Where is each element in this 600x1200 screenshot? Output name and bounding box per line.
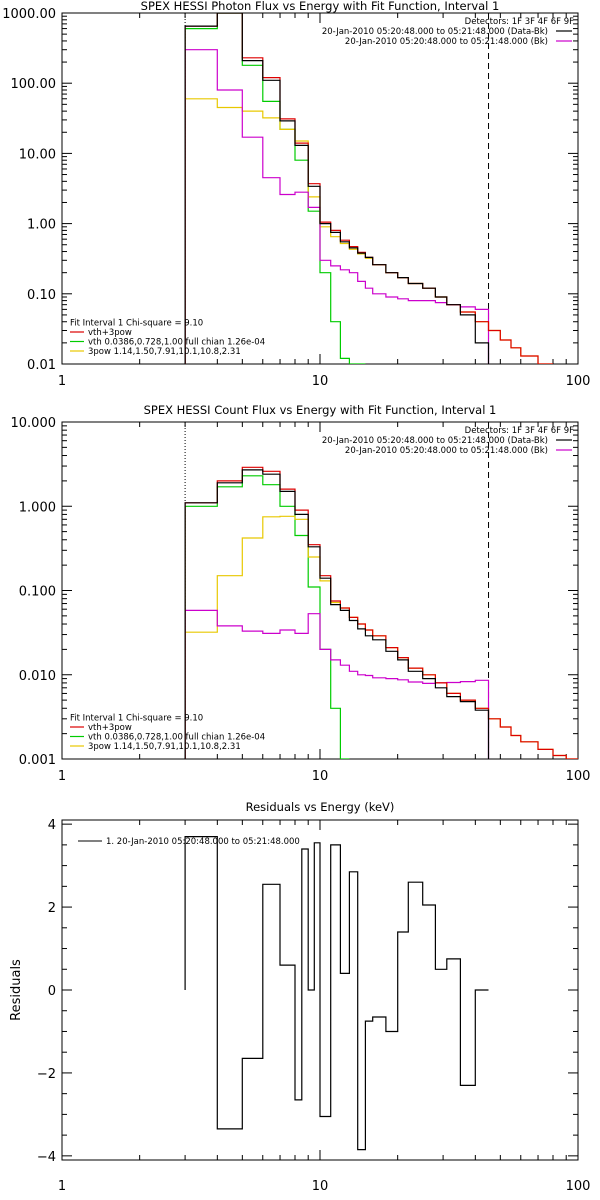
series-data-bk [184,13,490,364]
y-tick-label: 1000.00 [2,7,56,22]
residuals-chart: Residuals vs Energy (keV) 1 10 100 −4 −2 0 2 4 Re… [9,800,591,1194]
series-3pow [184,98,553,364]
y-tick-label: −4 [37,1150,56,1165]
series-group [184,466,578,759]
series-group [184,13,553,364]
photon-flux-chart: SPEX HESSI Photon Flux vs Energy with Fi… [2,0,591,389]
chart-title: SPEX HESSI Photon Flux vs Energy with Fi… [141,0,500,13]
y-tick-label: −2 [37,1067,56,1082]
series-1-20-jan-2010-05-20-48-000-to-05-21-48-000 [184,836,489,1151]
series-group [184,836,489,1151]
chart-title: Residuals vs Energy (keV) [246,800,395,814]
x-tick-label: 10 [312,1179,329,1194]
legend-label: 3pow 1.14,1.50,7.91,10.1,10.8,2.31 [88,742,241,752]
legend-label: 3pow 1.14,1.50,7.91,10.1,10.8,2.31 [88,347,241,357]
header-line: 20-Jan-2010 05:20:48.000 to 05:21:48.000… [345,446,548,456]
header-line: Detectors: 1F 3F 4F 6F 9F [465,426,574,436]
y-tick-label: 1.000 [19,500,56,515]
x-tick-label: 10 [312,769,329,784]
series-vth-3pow [184,13,553,364]
legend-label: 1. 20-Jan-2010 05:20:48.000 to 05:21:48.… [106,837,300,847]
x-tick-label: 1 [58,1179,66,1194]
y-tick-label: 0.01 [27,358,56,373]
x-tick-label: 100 [566,769,591,784]
x-tick-label: 100 [566,1179,591,1194]
series-3pow [184,515,578,759]
series-vth [184,13,366,364]
y-tick-label: 0 [48,984,56,999]
series-vth-3pow [184,466,578,759]
legend-label: vth+3pow [88,328,132,338]
legend-title: Fit Interval 1 Chi-square = 9.10 [70,714,203,724]
y-tick-label: 1.00 [27,218,56,233]
legend-title: Fit Interval 1 Chi-square = 9.10 [70,319,203,329]
y-tick-label: 0.001 [19,753,56,768]
legend-label: vth 0.0386,0.728,1.00 full chian 1.26e-0… [88,338,265,348]
x-tick-label: 100 [566,374,591,389]
y-tick-label: 2 [48,901,56,916]
legend-label: vth 0.0386,0.728,1.00 full chian 1.26e-0… [88,733,265,743]
x-tick-label: 1 [58,769,66,784]
header-line: 20-Jan-2010 05:20:48.000 to 05:21:48.000… [322,27,548,37]
chart-title: SPEX HESSI Count Flux vs Energy with Fit… [144,403,497,417]
x-tick-label: 1 [58,374,66,389]
series-vth [184,475,350,759]
x-tick-label: 10 [312,374,329,389]
legend-label: vth+3pow [88,723,132,733]
y-tick-label: 0.010 [19,669,56,684]
header-line: 20-Jan-2010 05:20:48.000 to 05:21:48.000… [322,436,548,446]
y-tick-label: 100.00 [11,77,57,92]
series-data-bk [184,469,490,759]
y-tick-label: 0.10 [27,288,56,303]
header-line: 20-Jan-2010 05:20:48.000 to 05:21:48.000… [345,37,548,47]
y-axis-label: Residuals [9,959,24,1021]
header-line: Detectors: 1F 3F 4F 6F 9F [465,17,574,27]
count-flux-chart: SPEX HESSI Count Flux vs Energy with Fit… [11,403,591,784]
y-tick-label: 0.100 [19,585,56,600]
y-tick-label: 10.00 [19,147,56,162]
y-tick-label: 10.000 [11,416,57,431]
y-tick-label: 4 [48,818,56,833]
series-bk [184,49,490,364]
